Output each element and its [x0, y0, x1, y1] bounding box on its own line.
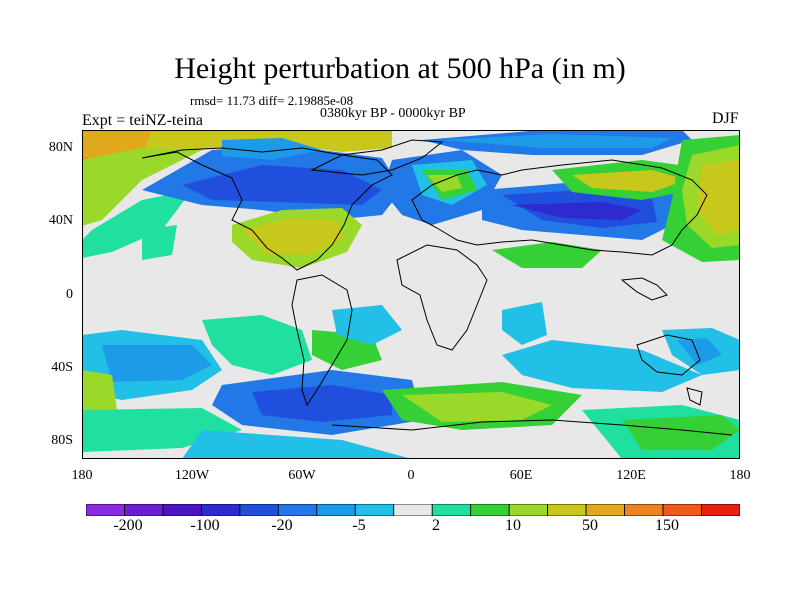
colorbar-label: -20 — [271, 517, 293, 534]
lon-label-180e: 180 — [729, 468, 751, 483]
colorbar-swatch — [354, 504, 395, 516]
colorbar-swatch — [624, 504, 664, 516]
colorbar-swatch — [701, 504, 740, 516]
colorbar-swatch — [431, 504, 472, 516]
colorbar-swatch — [585, 504, 625, 516]
colorbar-label: -5 — [352, 517, 366, 534]
stats-text: rmsd= 11.73 diff= 2.19885e-08 — [190, 93, 354, 108]
lat-label-80s: 80S — [51, 433, 73, 448]
colorbar-label: 50 — [582, 517, 598, 534]
experiment-label: Expt = teiNZ-teina — [82, 112, 203, 129]
coastlines — [141, 139, 733, 436]
season-label: DJF — [712, 110, 739, 127]
lat-label-80n: 80N — [48, 140, 73, 155]
colorbar-label: -200 — [113, 517, 143, 534]
lat-label-40s: 40S — [51, 360, 73, 375]
lon-label-60e: 60E — [509, 468, 533, 483]
colorbar-swatch — [470, 504, 510, 516]
colorbar-swatch — [162, 504, 202, 516]
lon-label-0: 0 — [407, 468, 415, 483]
colorbar-swatch — [316, 504, 356, 516]
lon-label-180w: 180 — [71, 468, 93, 483]
map-border — [82, 130, 740, 459]
colorbar-swatch — [124, 504, 164, 516]
colorbar — [86, 504, 740, 516]
colorbar-swatch — [662, 504, 702, 516]
colorbar-swatch — [277, 504, 318, 516]
colorbar-swatch — [508, 504, 549, 516]
colorbar-swatch — [239, 504, 279, 516]
colorbar-swatch — [393, 504, 433, 516]
colorbar-label: 2 — [432, 517, 440, 534]
colorbar-swatch — [547, 504, 587, 516]
colorbar-swatch — [201, 504, 241, 516]
colorbar-label: 10 — [505, 517, 521, 534]
lat-label-40n: 40N — [48, 213, 73, 228]
plot-title: Height perturbation at 500 hPa (in m) — [174, 52, 626, 85]
lat-label-0: 0 — [66, 287, 73, 302]
contour-map — [82, 130, 740, 459]
lon-label-120e: 120E — [616, 468, 646, 483]
colorbar-swatch — [86, 504, 125, 516]
colorbar-label: -100 — [190, 517, 220, 534]
period-text: 0380kyr BP - 0000kyr BP — [320, 106, 466, 121]
lon-label-60w: 60W — [288, 468, 316, 483]
colorbar-label: 150 — [655, 517, 679, 534]
lon-label-120w: 120W — [174, 468, 210, 483]
contour-fills — [82, 130, 740, 459]
